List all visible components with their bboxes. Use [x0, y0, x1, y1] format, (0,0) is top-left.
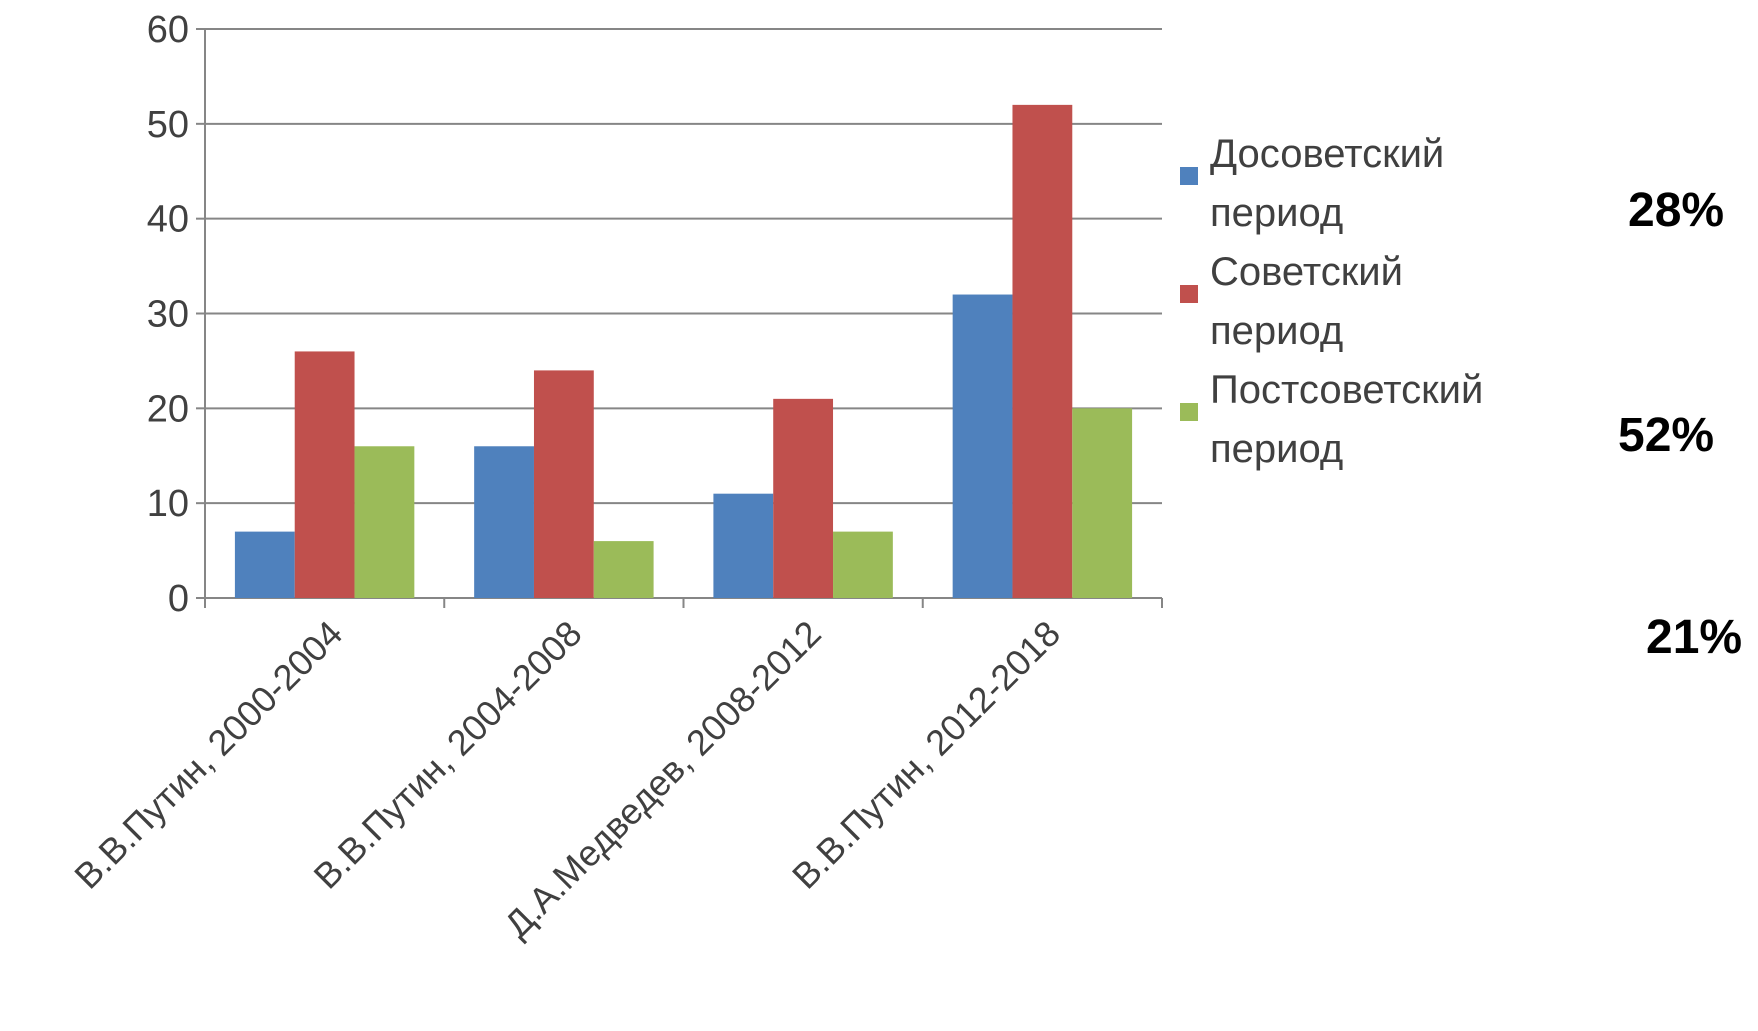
legend-swatch-soviet — [1180, 285, 1198, 303]
chart-legend: Досоветский период Советский период Постсо… — [1180, 125, 1560, 479]
bar — [952, 294, 1013, 598]
x-category-label: В.В.Путин, 2012-2018 — [784, 613, 1068, 897]
legend-swatch-postsoviet — [1180, 403, 1198, 421]
bar — [234, 531, 295, 598]
legend-label-soviet: Советский период — [1210, 250, 1403, 353]
y-tick-label: 50 — [147, 104, 189, 146]
bar — [773, 398, 834, 598]
legend-item-presoviet: Досоветский период — [1180, 125, 1560, 243]
y-tick-label: 60 — [147, 9, 189, 51]
bar — [533, 370, 594, 598]
bar — [593, 541, 654, 598]
percent-annotation-1: 28% — [1628, 184, 1725, 237]
y-tick-label: 0 — [168, 578, 189, 620]
y-tick-label: 40 — [147, 199, 189, 241]
legend-label-postsoviet: Постсоветский период — [1210, 368, 1484, 471]
legend-swatch-presoviet — [1180, 167, 1198, 185]
legend-item-postsoviet: Постсоветский период — [1180, 361, 1560, 479]
bar — [713, 493, 774, 598]
legend-item-soviet: Советский период — [1180, 243, 1560, 361]
bar — [294, 351, 355, 598]
x-category-label: В.В.Путин, 2000-2004 — [66, 613, 350, 897]
percent-annotation-2: 52% — [1618, 409, 1715, 462]
y-tick-label: 30 — [147, 294, 189, 336]
bar — [354, 446, 415, 598]
bar — [474, 446, 534, 598]
y-tick-label: 20 — [147, 388, 189, 430]
legend-label-presoviet: Досоветский период — [1210, 132, 1445, 235]
bar — [833, 531, 893, 598]
bar — [1072, 408, 1133, 598]
x-category-label: В.В.Путин, 2004-2008 — [306, 613, 590, 897]
y-tick-label: 10 — [147, 483, 189, 525]
bar — [1012, 104, 1073, 598]
percent-annotation-3: 21% — [1646, 611, 1743, 664]
